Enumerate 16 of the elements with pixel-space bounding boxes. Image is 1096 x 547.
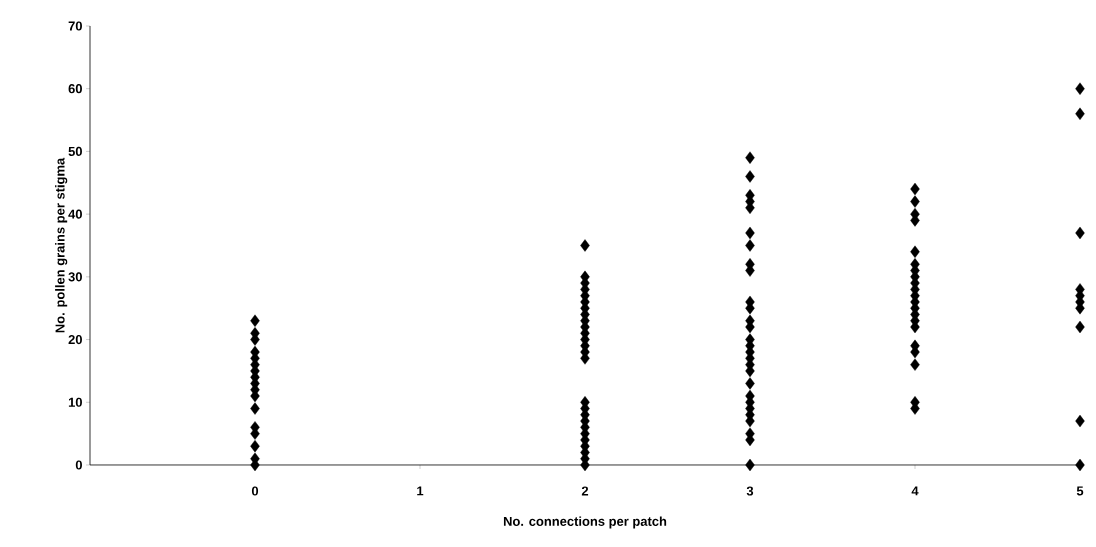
- x-tick-label: 5: [1076, 486, 1084, 496]
- y-tick-label: 40: [68, 209, 82, 219]
- x-tick-label: 3: [746, 486, 754, 496]
- x-tick-label: 1: [417, 486, 424, 496]
- y-axis-title: No. pollen grains per stigma: [55, 157, 68, 333]
- y-tick-label: 70: [68, 21, 82, 31]
- y-tick-label: 30: [68, 272, 82, 282]
- y-tick-label: 10: [68, 397, 82, 407]
- x-tick-label: 4: [911, 486, 919, 496]
- x-axis-title: No. connections per patch: [503, 516, 667, 529]
- y-tick-label: 60: [68, 84, 82, 94]
- x-tick-label: 2: [581, 486, 589, 496]
- y-tick-label: 0: [75, 460, 82, 470]
- y-tick-label: 50: [68, 146, 82, 156]
- x-tick-label: 0: [251, 486, 259, 496]
- y-tick-label: 20: [68, 334, 82, 345]
